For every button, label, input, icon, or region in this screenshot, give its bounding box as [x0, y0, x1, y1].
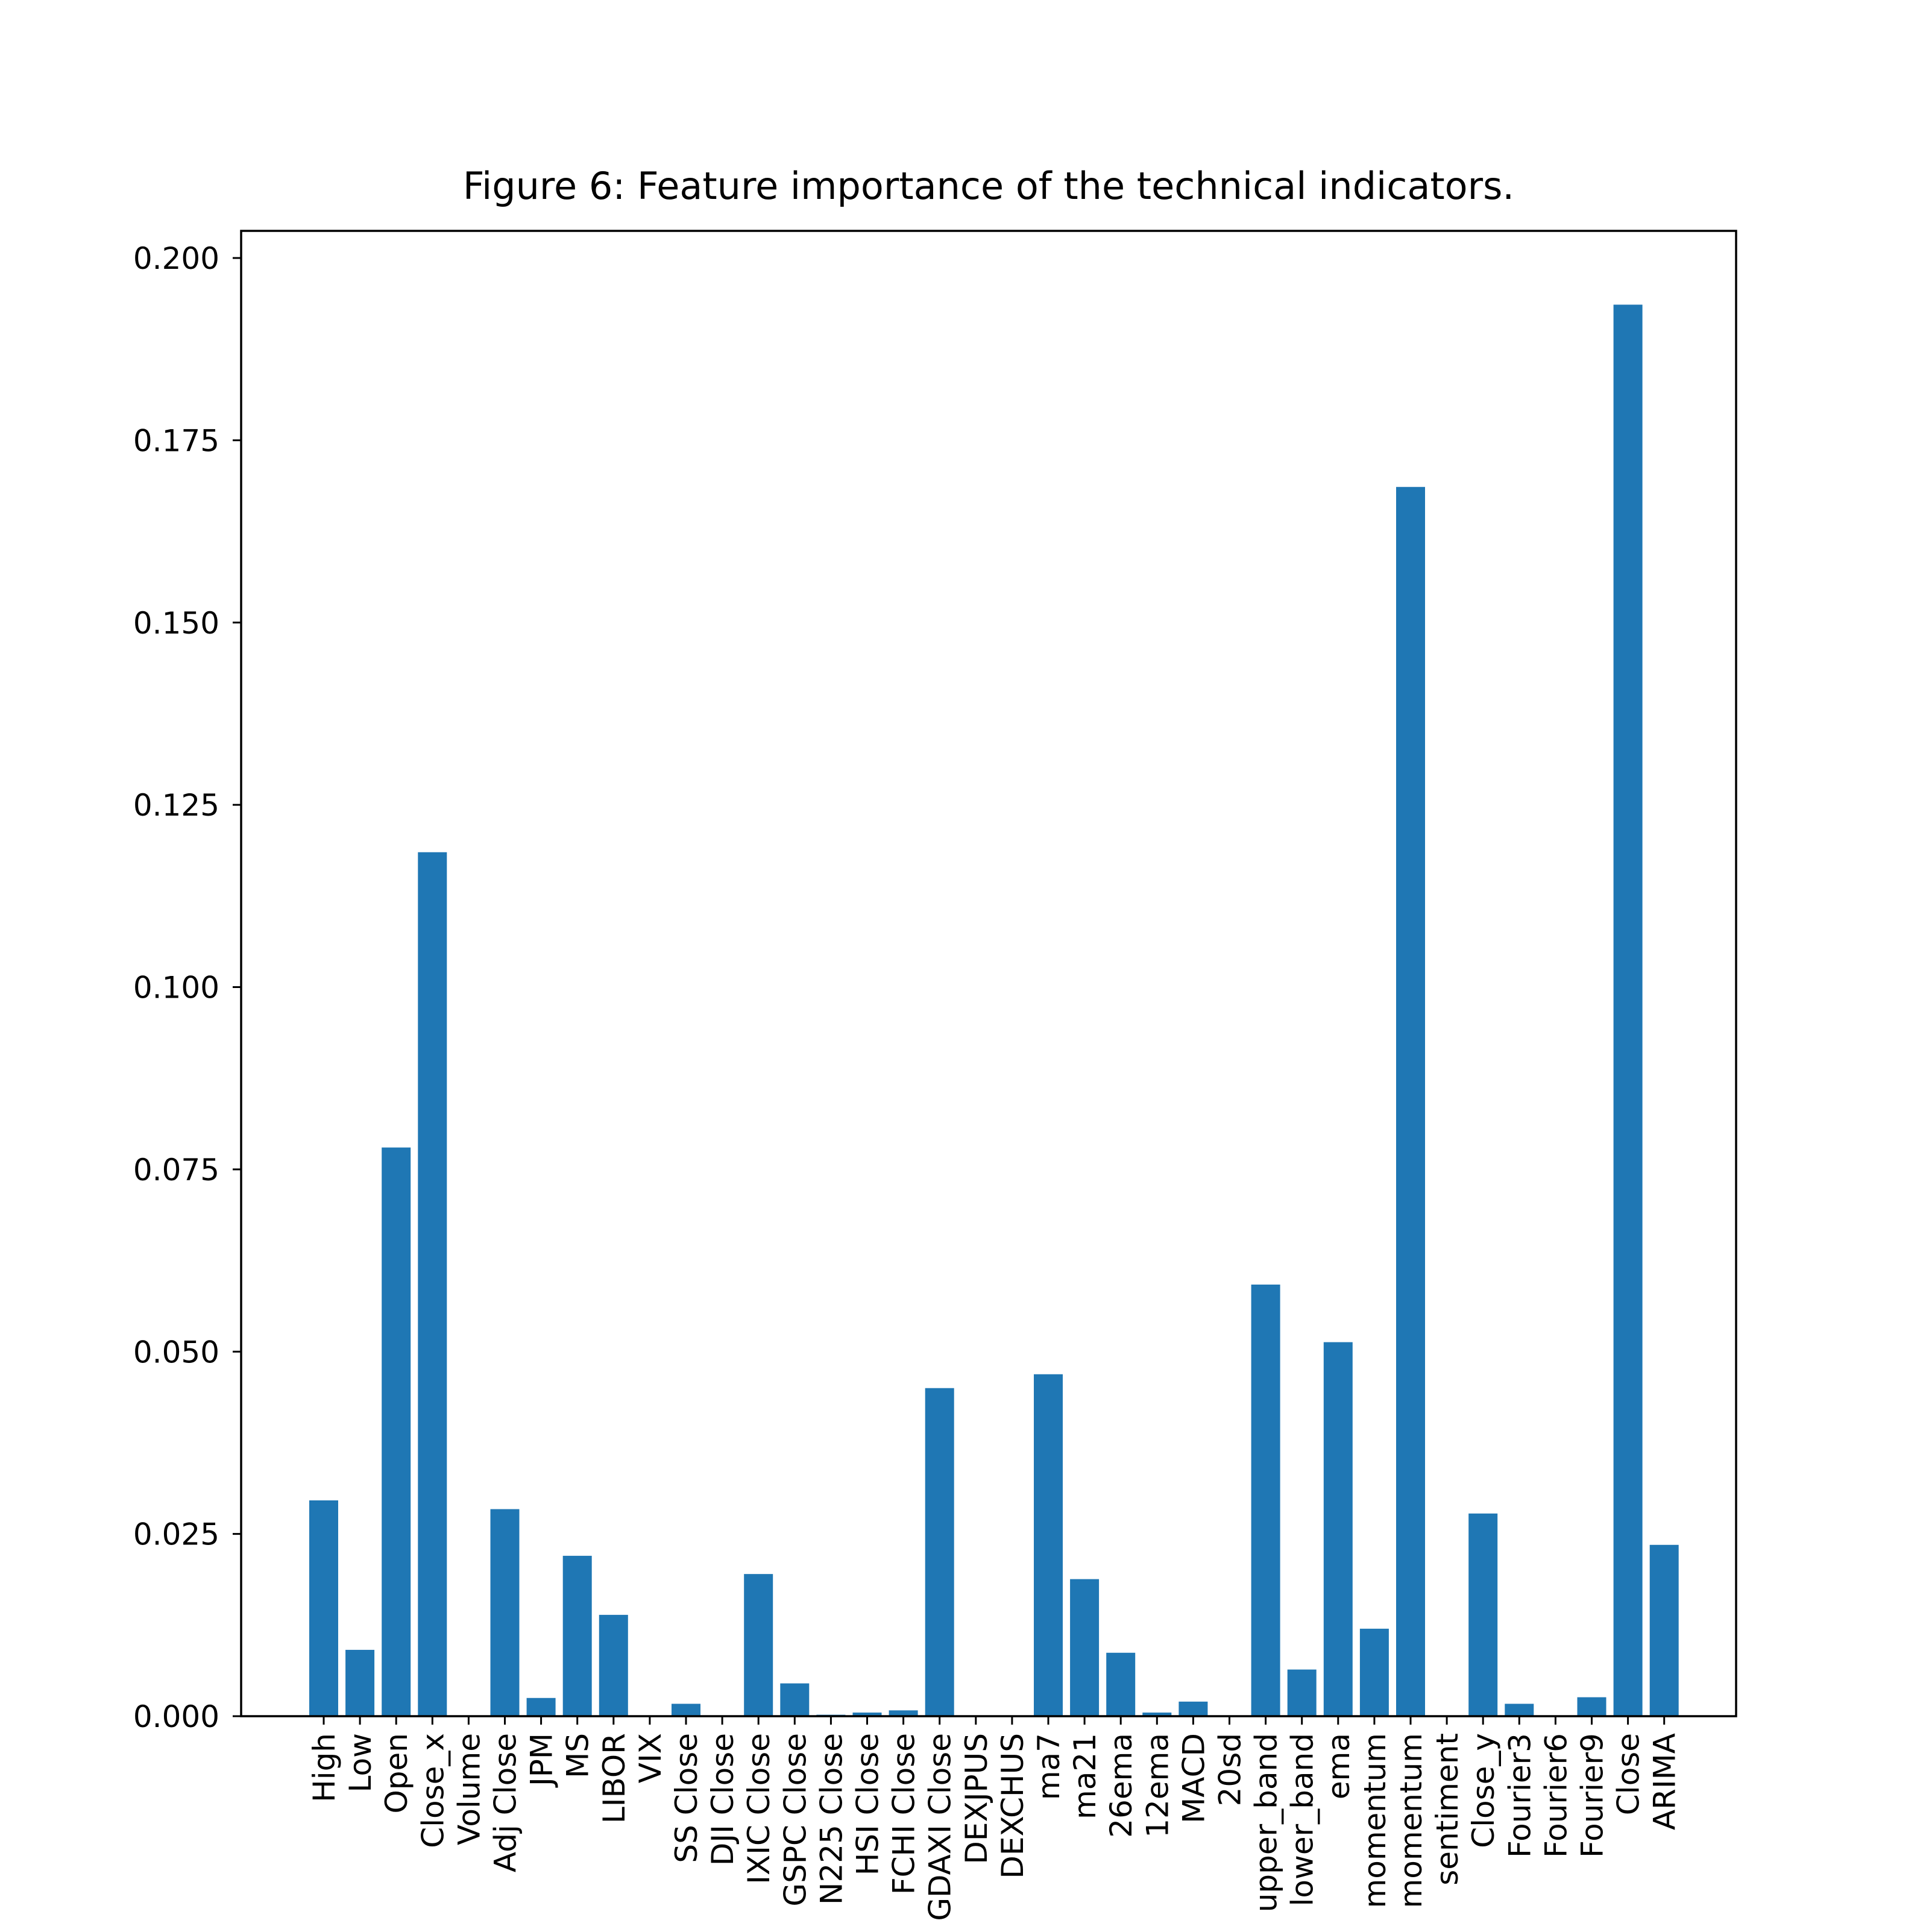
bar-22 [1106, 1652, 1136, 1716]
x-tick-label-34: Fourier6 [1538, 1733, 1573, 1858]
bar-26 [1251, 1284, 1280, 1716]
x-tick-label-13: GSPC Close [778, 1733, 813, 1907]
plot-frame [240, 230, 1737, 1717]
x-tick-label-24: MACD [1176, 1733, 1211, 1823]
y-axis: 0.000 0.025 0.050 0.075 0.100 0.125 0.150 0.175… [133, 241, 241, 1734]
x-tick-label-18: DEXJPUS [959, 1733, 994, 1864]
y-tick-label-0: 0.000 [133, 1699, 219, 1734]
bar-13 [780, 1683, 810, 1716]
bar-6 [526, 1698, 556, 1716]
x-tick-label-36: Close [1611, 1733, 1646, 1815]
bar-24 [1178, 1701, 1208, 1716]
y-tick-label-5: 0.125 [133, 788, 219, 823]
bar-28 [1323, 1342, 1353, 1716]
x-tick-label-0: High [307, 1733, 342, 1802]
x-tick-label-10: SS Close [669, 1733, 704, 1863]
x-tick-label-30: momentum [1394, 1733, 1429, 1908]
bar-35 [1577, 1697, 1606, 1716]
bar-10 [672, 1704, 700, 1716]
x-tick-label-20: ma7 [1031, 1733, 1066, 1800]
x-tick-label-12: IXIC Close [741, 1733, 776, 1884]
bar-15 [852, 1712, 882, 1716]
bar-12 [744, 1574, 773, 1716]
x-tick-label-27: lower_band [1285, 1733, 1320, 1907]
bar-1 [345, 1649, 375, 1716]
x-tick-label-5: Adj Close [488, 1733, 523, 1872]
y-tick-label-1: 0.025 [133, 1517, 219, 1552]
bar-8 [599, 1614, 628, 1716]
bar-29 [1359, 1628, 1389, 1716]
x-tick-label-33: Fourier3 [1502, 1733, 1537, 1858]
x-tick-label-9: VIX [633, 1733, 668, 1783]
x-tick-label-23: 12ema [1140, 1733, 1175, 1838]
x-tick-label-31: sentiment [1430, 1733, 1465, 1886]
x-tick-label-25: 20sd [1213, 1733, 1248, 1806]
x-tick-label-3: Close_x [415, 1733, 450, 1848]
x-tick-label-15: HSI Close [851, 1733, 886, 1875]
y-tick-label-7: 0.175 [133, 423, 219, 458]
bar-23 [1142, 1712, 1172, 1716]
bar-36 [1613, 304, 1643, 1717]
bar-0 [309, 1500, 338, 1716]
x-tick-label-16: FCHI Close [887, 1733, 922, 1895]
bar-17 [925, 1388, 954, 1716]
x-tick-label-35: Fourier9 [1575, 1733, 1610, 1858]
bar-21 [1070, 1579, 1100, 1716]
bar-32 [1468, 1513, 1498, 1716]
x-tick-label-1: Low [343, 1733, 378, 1792]
x-tick-label-37: ARIMA [1647, 1733, 1682, 1830]
x-tick-label-2: Open [379, 1733, 414, 1814]
x-tick-label-21: ma21 [1068, 1733, 1103, 1819]
y-tick-label-6: 0.150 [133, 606, 219, 641]
x-tick-label-32: Close_y [1466, 1733, 1501, 1848]
x-tick-label-28: ema [1321, 1733, 1356, 1799]
bars-group [309, 304, 1679, 1717]
bar-16 [889, 1710, 918, 1716]
bar-5 [490, 1509, 520, 1716]
bar-20 [1034, 1374, 1063, 1716]
x-tick-label-29: momentum [1358, 1733, 1392, 1908]
y-tick-label-4: 0.100 [133, 971, 219, 1005]
x-tick-label-17: GDAXI Close [923, 1733, 958, 1921]
x-tick-label-26: upper_band [1249, 1733, 1284, 1912]
x-tick-label-8: LIBOR [597, 1733, 632, 1823]
bar-27 [1287, 1669, 1317, 1716]
chart-title: Figure 6: Feature importance of the tech… [463, 164, 1514, 208]
bar-30 [1396, 486, 1425, 1716]
x-tick-label-22: 26ema [1104, 1733, 1139, 1838]
x-tick-label-19: DEXCHUS [995, 1733, 1030, 1879]
y-tick-label-2: 0.050 [133, 1335, 219, 1370]
x-tick-label-6: JPM [524, 1733, 559, 1788]
x-tick-label-11: DJI Close [705, 1733, 740, 1866]
x-tick-label-14: N225 Close [814, 1733, 849, 1905]
bar-37 [1649, 1544, 1679, 1716]
x-tick-label-4: Volume [452, 1733, 486, 1845]
x-axis: High Low Open Close_x Volume Adj Close JPM MS LI… [307, 1716, 1682, 1921]
bar-33 [1505, 1704, 1534, 1716]
y-tick-label-8: 0.200 [133, 241, 219, 276]
y-tick-label-3: 0.075 [133, 1153, 219, 1188]
bar-3 [418, 852, 447, 1716]
bar-2 [382, 1147, 411, 1716]
x-tick-label-7: MS [561, 1733, 596, 1778]
bar-7 [562, 1555, 592, 1716]
